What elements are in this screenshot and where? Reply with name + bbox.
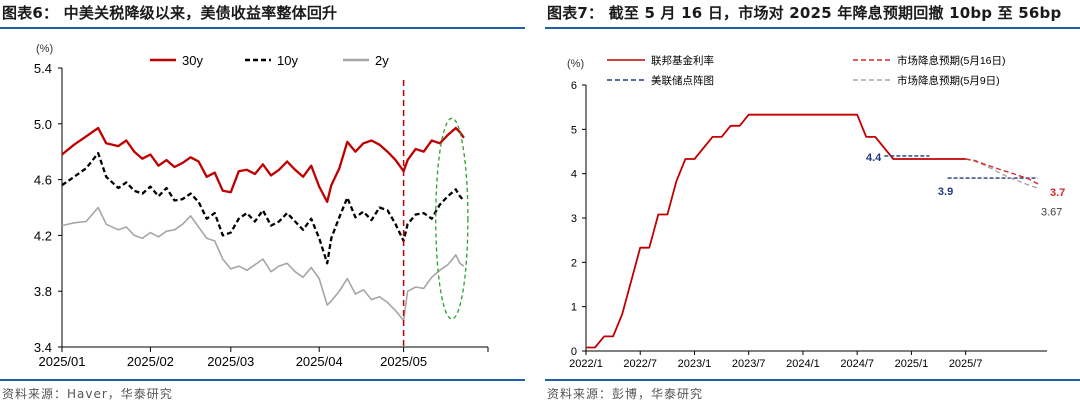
- right-series-line-market-expectation: [965, 158, 1039, 185]
- left-highlight-ellipse: [435, 117, 469, 320]
- left-series-line-2y: [61, 206, 465, 322]
- right-x-tick-label: 2023/7: [732, 358, 766, 370]
- right-x-tick-label: 2022/7: [623, 358, 657, 370]
- right-y-tick-label: 6: [571, 80, 577, 92]
- left-chart-title: 图表6： 中美关税降级以来，美债收益率整体回升: [2, 4, 338, 22]
- right-legend-label: 市场降息预期(5月9日): [897, 74, 1000, 87]
- right-series-line-fed-funds: [586, 113, 966, 349]
- right-data-label: 3.7: [1050, 187, 1065, 199]
- left-title-rule: [0, 27, 525, 29]
- right-data-label: 3.9: [938, 186, 953, 198]
- right-chart-panel: 图表7： 截至 5 月 16 日，市场对 2025 年降息预期回撤 10bp 至…: [545, 0, 1080, 407]
- right-source: 资料来源：彭博，华泰研究: [547, 387, 704, 401]
- right-y-tick-label: 5: [571, 124, 577, 136]
- left-source: 资料来源：Haver，华泰研究: [2, 387, 173, 401]
- right-y-tick-label: 3: [571, 213, 577, 225]
- left-series-line-10y: [61, 151, 465, 265]
- left-x-tick-label: 2025/02: [127, 354, 174, 369]
- left-y-tick-label: 3.8: [34, 284, 52, 299]
- left-y-tick-label: 4.6: [34, 173, 52, 188]
- left-source-rule: [0, 379, 525, 381]
- right-y-tick-label: 1: [571, 302, 577, 314]
- left-y-tick-label: 3.4: [34, 340, 52, 355]
- right-chart-svg: (%) 0 1 2 3 4 5 6 2022/1 2022/7 2023/1 2023/7 2024/1…: [567, 54, 1065, 370]
- left-legend-label: 30y: [182, 53, 203, 68]
- left-x-tick-label: 2025/03: [207, 354, 254, 369]
- left-y-tick-label: 4.2: [34, 228, 52, 243]
- right-y-tick-label: 0: [571, 346, 577, 358]
- left-x-tick-label: 2025/01: [39, 354, 86, 369]
- left-legend-label: 10y: [277, 53, 298, 68]
- right-chart-title: 图表7： 截至 5 月 16 日，市场对 2025 年降息预期回撤 10bp 至…: [547, 4, 1062, 22]
- right-x-tick-label: 2023/1: [678, 358, 712, 370]
- left-chart-svg: (%) 3.4 3.8 4.2 4.6 5.0 5.4 2025/01 2025/02 2025/…: [34, 43, 489, 369]
- right-y-tick-label: 4: [571, 169, 577, 181]
- left-y-tick-label: 5.4: [34, 61, 52, 76]
- right-data-label: 3.67: [1041, 206, 1062, 218]
- left-y-tick-label: 5.0: [34, 117, 52, 132]
- right-x-tick-label: 2024/7: [840, 358, 874, 370]
- left-x-tick-label: 2025/05: [380, 354, 427, 369]
- right-x-tick-label: 2022/1: [569, 358, 603, 370]
- right-x-tick-label: 2024/1: [786, 358, 820, 370]
- right-y-tick-label: 2: [571, 257, 577, 269]
- right-x-tick-label: 2025/7: [949, 358, 983, 370]
- right-unit-label: (%): [567, 58, 584, 70]
- left-x-tick-label: 2025/04: [296, 354, 343, 369]
- left-chart-panel: 图表6： 中美关税降级以来，美债收益率整体回升 (%) 3.4 3.8 4.2 4.6 5…: [0, 0, 525, 407]
- right-source-rule: [545, 379, 1080, 381]
- right-legend-label: 美联储点阵图: [651, 74, 714, 87]
- left-unit-label: (%): [36, 43, 53, 55]
- left-legend-label: 2y: [375, 53, 389, 68]
- right-title-rule: [545, 27, 1080, 29]
- right-data-label: 4.4: [866, 152, 882, 164]
- left-series-line-30y: [61, 126, 465, 204]
- right-legend-label: 联邦基金利率: [651, 54, 714, 67]
- right-x-tick-label: 2025/1: [895, 358, 929, 370]
- right-series-line-market-expectation: [965, 158, 1039, 189]
- right-legend-label: 市场降息预期(5月16日): [897, 54, 1006, 67]
